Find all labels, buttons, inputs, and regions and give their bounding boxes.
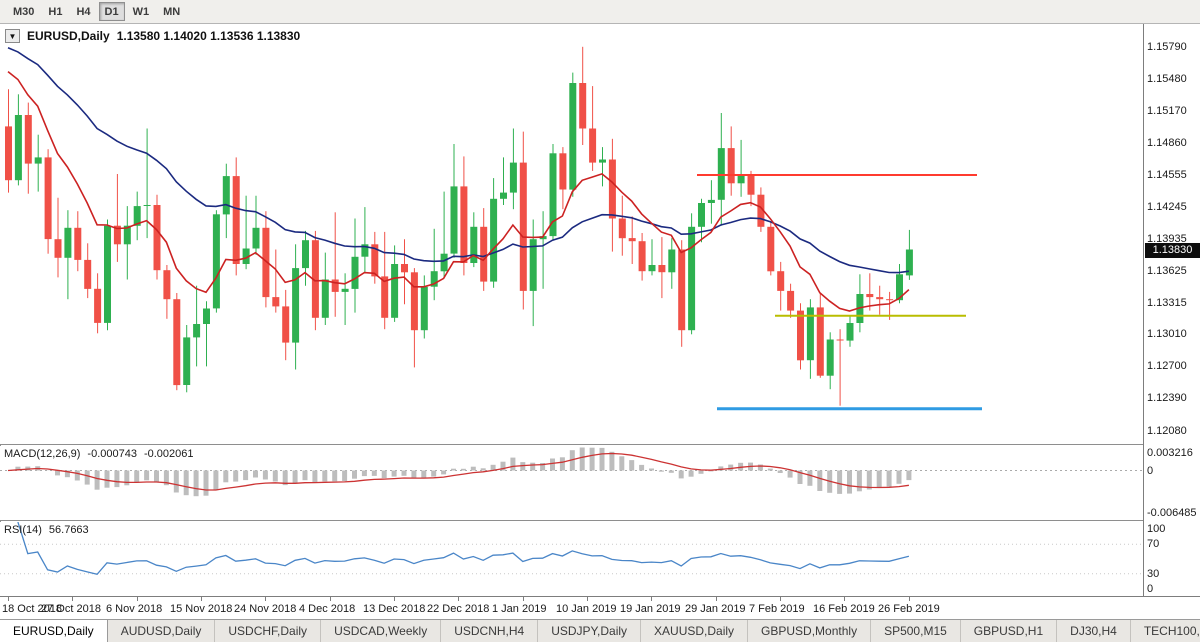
date-label: 22 Dec 2018 [427,603,490,615]
date-label: 4 Dec 2018 [299,603,356,615]
date-label: 6 Nov 2018 [106,603,163,615]
date-label: 13 Dec 2018 [363,603,426,615]
chart-dropdown-icon[interactable]: ▼ [5,29,20,43]
price-scale-label: 1.14860 [1147,136,1187,149]
time-tick [844,597,845,601]
date-label: 29 Jan 2019 [685,603,746,615]
price-scale-label: 1.13315 [1147,296,1187,309]
price-scale-label: 1.13625 [1147,264,1187,277]
time-tick [716,597,717,601]
time-axis[interactable]: 18 Oct 2018 27 Oct 2018 6 Nov 2018 15 Nov 2… [0,596,1200,619]
date-label: 15 Nov 2018 [170,603,233,615]
date-label: 1 Jan 2019 [492,603,547,615]
rsi-scale-label: 0 [1147,583,1154,595]
macd-scale-label: 0.003216 [1147,447,1193,459]
ma-slow-line[interactable] [7,47,910,274]
chart-tab[interactable]: USDCHF,Daily [215,620,322,642]
chart-tab[interactable]: GBPUSD,Monthly [748,620,872,642]
chart-symbol-title: EURUSD,Daily [27,29,110,43]
rsi-scale-label: 100 [1147,523,1166,535]
time-tick [458,597,459,601]
price-scale-label: 1.15170 [1147,104,1187,117]
date-label: 24 Nov 2018 [234,603,297,615]
time-tick [72,597,73,601]
chart-tab[interactable]: EURUSD,Daily [0,620,108,642]
rsi-scale-label: 70 [1147,538,1160,551]
price-scale-label: 1.14555 [1147,168,1187,181]
price-scale-label: 1.12390 [1147,392,1187,405]
price-scale-label: 1.12080 [1147,424,1187,437]
chart-tab[interactable]: TECH100,H4 [1130,620,1200,642]
timeframe-button-w1[interactable]: W1 [132,5,150,18]
time-tick [587,597,588,601]
timeframe-button-h4[interactable]: H4 [76,5,91,18]
macd-svg[interactable] [0,446,1143,520]
chart-tab[interactable]: GBPUSD,H1 [960,620,1058,642]
chart-tab[interactable]: USDCNH,H4 [441,620,539,642]
timeframe-toolbar: M30 H1 H4 D1 W1 MN [0,0,1200,24]
rsi-line [17,522,910,576]
price-scale-label: 1.14245 [1147,200,1187,213]
chart-title: ▼ EURUSD,Daily 1.13580 1.14020 1.13536 1… [5,29,300,43]
macd-label: MACD(12,26,9) -0.000743 -0.002061 [4,448,194,460]
timeframe-button-m30[interactable]: M30 [13,5,35,18]
date-label: 18 Oct 2018 [2,603,62,615]
date-label: 26 Feb 2019 [878,603,940,615]
date-label: 27 Oct 2018 [41,603,101,615]
panel-separator-main-macd[interactable] [0,444,1200,445]
price-scale-label: 1.15790 [1147,40,1187,53]
time-tick [265,597,266,601]
rsi-label: RSI(14) 56.7663 [4,524,89,536]
macd-histogram [15,447,912,497]
current-price-badge: 1.13830 [1145,242,1200,258]
time-tick [137,597,138,601]
macd-scale-label: 0 [1147,464,1154,477]
panel-separator-macd-rsi[interactable] [0,520,1200,521]
time-tick [780,597,781,601]
macd-scale-label: -0.006485 [1147,507,1197,519]
timeframe-button-d1[interactable]: D1 [98,2,125,21]
price-scale-label: 1.15480 [1147,72,1187,85]
rsi-svg[interactable] [0,522,1143,596]
ma-fast-line[interactable] [7,70,910,312]
macd-name: MACD(12,26,9) [4,448,81,460]
date-label: 10 Jan 2019 [556,603,617,615]
chart-tab[interactable]: AUDUSD,Daily [107,620,216,642]
timeframe-button-h1[interactable]: H1 [48,5,63,18]
chart-tab[interactable]: USDJPY,Daily [538,620,642,642]
date-label: 16 Feb 2019 [813,603,875,615]
chart-tab[interactable]: SP500,M15 [871,620,961,642]
price-scale-label: 1.12700 [1147,360,1187,373]
main-chart-svg[interactable] [0,24,1143,444]
chart-ohlc-values: 1.13580 1.14020 1.13536 1.13830 [116,29,301,43]
rsi-value: 56.7663 [48,524,89,536]
time-tick [8,597,9,601]
time-tick [651,597,652,601]
price-axis[interactable]: 1.15790 1.15480 1.15170 1.14860 1.14555 1.142… [1143,24,1200,596]
timeframe-button-mn[interactable]: MN [163,5,181,18]
macd-signal-line [7,452,909,491]
time-tick [394,597,395,601]
chart-tabbar: EURUSD,Daily AUDUSD,Daily USDCHF,Daily USDC… [0,619,1200,642]
candles-layer [5,46,913,406]
chart-tab[interactable]: DJ30,H4 [1057,620,1131,642]
macd-value-main: -0.000743 [87,448,137,460]
date-label: 7 Feb 2019 [749,603,805,615]
price-scale-label: 1.13935 [1147,232,1187,245]
rsi-scale-label: 30 [1147,567,1160,580]
price-scale-label: 1.13010 [1147,328,1187,341]
time-tick [330,597,331,601]
time-tick [909,597,910,601]
macd-value-signal: -0.002061 [143,448,194,460]
date-label: 19 Jan 2019 [620,603,681,615]
chart-tab[interactable]: USDCAD,Weekly [321,620,442,642]
time-tick [523,597,524,601]
rsi-name: RSI(14) [4,524,42,536]
time-tick [201,597,202,601]
chart-tab[interactable]: XAUUSD,Daily [641,620,749,642]
